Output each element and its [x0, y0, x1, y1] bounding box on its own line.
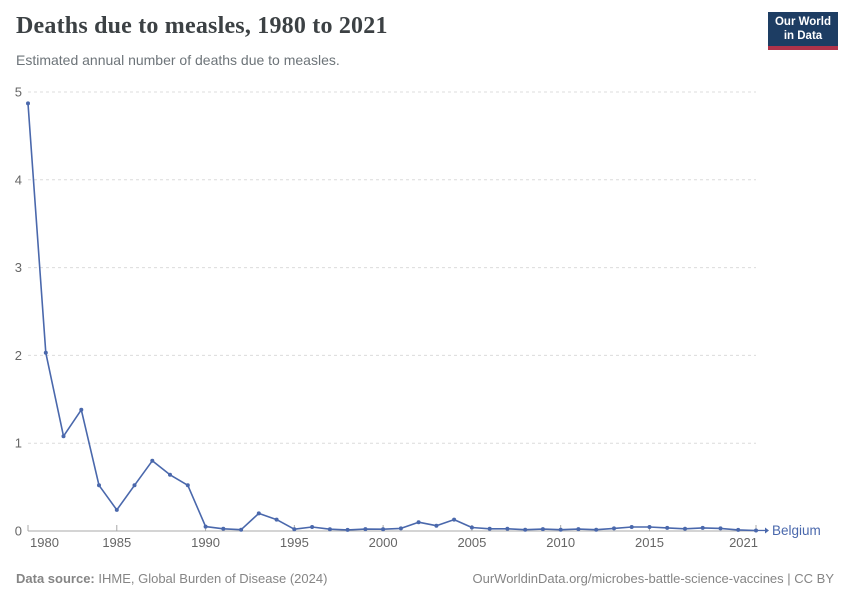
data-point[interactable] [221, 526, 226, 531]
data-point[interactable] [416, 520, 421, 525]
data-point[interactable] [718, 526, 723, 531]
data-point[interactable] [274, 517, 279, 522]
series-end-arrowhead [765, 527, 769, 534]
data-point[interactable] [612, 526, 616, 531]
x-tick-label: 2005 [457, 535, 486, 550]
x-tick-label: 2010 [546, 535, 575, 550]
data-point[interactable] [576, 527, 581, 532]
data-point[interactable] [754, 528, 758, 533]
data-point[interactable] [97, 483, 101, 488]
series-line[interactable] [27, 103, 757, 532]
data-point[interactable] [168, 472, 172, 477]
data-point[interactable] [683, 526, 687, 531]
page-title: Deaths due to measles, 1980 to 2021 [16, 13, 388, 39]
y-tick-label: 5 [15, 85, 22, 100]
data-point[interactable] [185, 483, 190, 488]
data-point[interactable] [61, 434, 66, 439]
y-tick-label: 0 [15, 524, 22, 539]
data-point[interactable] [558, 527, 563, 532]
data-point[interactable] [327, 527, 332, 532]
owid-logo-line2: in Data [783, 30, 823, 42]
data-point[interactable] [239, 527, 244, 532]
data-point[interactable] [150, 458, 155, 463]
data-point[interactable] [292, 527, 297, 532]
chart-footer: Data source: IHME, Global Burden of Dise… [16, 571, 834, 586]
data-point[interactable] [647, 525, 652, 529]
y-tick-label: 1 [15, 436, 22, 451]
x-tick-label: 1985 [102, 535, 131, 550]
x-tick-label: 2015 [635, 535, 664, 550]
data-point[interactable] [469, 525, 474, 530]
owid-logo[interactable]: Our World in Data [768, 12, 838, 50]
x-tick-label: 1990 [191, 535, 220, 550]
data-source-label: Data source: [16, 571, 95, 586]
x-tick-label: 2021 [729, 535, 758, 550]
y-tick-label: 3 [15, 260, 22, 275]
data-point[interactable] [434, 523, 439, 528]
data-point[interactable] [540, 527, 545, 532]
canonical-url-link[interactable]: OurWorldinData.org/microbes-battle-scien… [472, 571, 835, 586]
data-point[interactable] [79, 407, 84, 412]
y-tick-label: 2 [15, 348, 22, 363]
data-point[interactable] [452, 517, 457, 522]
data-point[interactable] [505, 526, 510, 531]
y-tick-label: 4 [15, 172, 22, 187]
data-point[interactable] [398, 526, 403, 531]
data-point[interactable] [114, 507, 119, 512]
data-point[interactable] [310, 525, 315, 529]
data-point[interactable] [345, 527, 350, 532]
data-point[interactable] [43, 350, 48, 355]
data-point[interactable] [665, 525, 670, 530]
data-point[interactable] [629, 525, 634, 529]
owid-logo-line1: Our World [774, 16, 831, 28]
data-point[interactable] [203, 524, 208, 529]
data-source-text: IHME, Global Burden of Disease (2024) [94, 571, 328, 586]
data-point[interactable] [594, 527, 599, 532]
data-point[interactable] [256, 511, 261, 516]
data-point[interactable] [363, 527, 368, 532]
data-point[interactable] [736, 527, 741, 532]
data-point[interactable] [487, 526, 492, 531]
data-point[interactable] [26, 101, 30, 106]
series-end-label[interactable]: Belgium [772, 523, 821, 538]
data-point[interactable] [700, 525, 705, 530]
x-tick-label: 1980 [30, 535, 59, 550]
data-point[interactable] [132, 483, 137, 488]
x-tick-label: 1995 [280, 535, 309, 550]
data-point[interactable] [523, 527, 528, 532]
chart-subtitle: Estimated annual number of deaths due to… [16, 52, 340, 68]
data-point[interactable] [381, 527, 386, 532]
data-source-note: Data source: IHME, Global Burden of Dise… [16, 571, 327, 586]
x-tick-label: 2000 [369, 535, 398, 550]
